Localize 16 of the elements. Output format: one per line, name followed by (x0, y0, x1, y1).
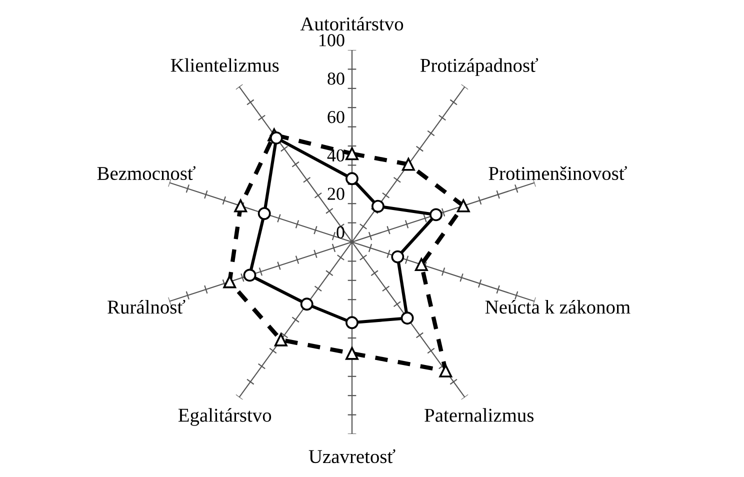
y-tick-label: 40 (327, 149, 344, 162)
spoke-label: Neúcta k zákonom (485, 300, 630, 314)
y-tick-label: 20 (328, 188, 344, 200)
spoke-label: Rurálnosť (108, 300, 186, 314)
spoke-label: Autoritárstvo (300, 16, 404, 31)
spoke-label: Protimenšinovosť (488, 166, 627, 180)
spoke-label: Klientelizmus (170, 58, 279, 72)
spoke-label: Uzavretosť (308, 449, 396, 464)
spoke-label: Protizápadnosť (420, 58, 538, 76)
spoke-label: Egalitárstvo (178, 408, 272, 426)
y-tick-label: 60 (328, 110, 344, 124)
y-tick-label: 0 (336, 226, 344, 238)
y-tick-label: 100 (320, 34, 344, 46)
y-tick-label: 80 (328, 72, 344, 85)
spoke-label: Bezmocnosť (97, 166, 196, 180)
spoke-label: Paternalizmus (424, 408, 534, 422)
